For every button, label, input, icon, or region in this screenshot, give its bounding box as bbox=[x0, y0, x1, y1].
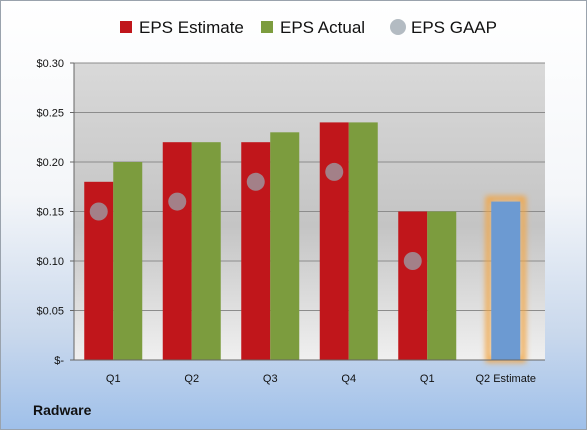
bar-eps-actual bbox=[270, 132, 300, 360]
y-tick-label: $0.05 bbox=[36, 306, 64, 318]
x-tick-label: Q2 bbox=[184, 373, 199, 385]
company-label: Radware bbox=[33, 402, 92, 418]
bar-q2-estimate bbox=[491, 201, 521, 360]
bar-eps-estimate bbox=[319, 122, 349, 361]
x-axis: Q1 Q2 Q3 Q4 Q1 Q2 Estimate bbox=[74, 359, 545, 385]
bar-eps-estimate bbox=[398, 211, 428, 360]
x-tick-label: Q1 bbox=[420, 373, 435, 385]
y-tick-label: $0.30 bbox=[36, 58, 64, 70]
y-tick-label: $0.25 bbox=[36, 108, 64, 120]
legend-swatch bbox=[261, 21, 273, 33]
bar-eps-actual bbox=[427, 211, 457, 360]
y-tick-label: $0.15 bbox=[36, 207, 64, 219]
y-tick-label: $0.20 bbox=[36, 157, 64, 169]
x-tick-label: Q2 Estimate bbox=[475, 373, 536, 385]
bar-eps-estimate bbox=[162, 142, 192, 360]
bar-eps-actual bbox=[348, 122, 378, 361]
y-tick-label: $- bbox=[54, 355, 64, 367]
gaap-markers bbox=[89, 162, 422, 270]
x-tick-label: Q4 bbox=[341, 373, 356, 385]
gaap-marker bbox=[325, 162, 344, 181]
gaap-marker bbox=[246, 172, 265, 191]
legend-label: EPS Estimate bbox=[139, 18, 244, 37]
legend-marker bbox=[390, 19, 406, 35]
legend: EPS Estimate EPS Actual EPS GAAP bbox=[120, 18, 497, 37]
y-tick-label: $0.10 bbox=[36, 256, 64, 268]
legend-label: EPS GAAP bbox=[411, 18, 497, 37]
x-tick-label: Q1 bbox=[106, 373, 121, 385]
gaap-marker bbox=[403, 252, 422, 270]
bar-eps-actual bbox=[191, 142, 221, 360]
gaap-marker bbox=[168, 192, 187, 211]
legend-swatch bbox=[120, 21, 132, 33]
y-axis: $- $0.05 $0.10 $0.15 $0.20 $0.25 $0.30 bbox=[36, 58, 75, 367]
x-tick-label: Q3 bbox=[263, 373, 278, 385]
gaap-marker bbox=[89, 202, 108, 221]
legend-label: EPS Actual bbox=[280, 18, 365, 37]
bar-eps-actual bbox=[113, 162, 143, 360]
